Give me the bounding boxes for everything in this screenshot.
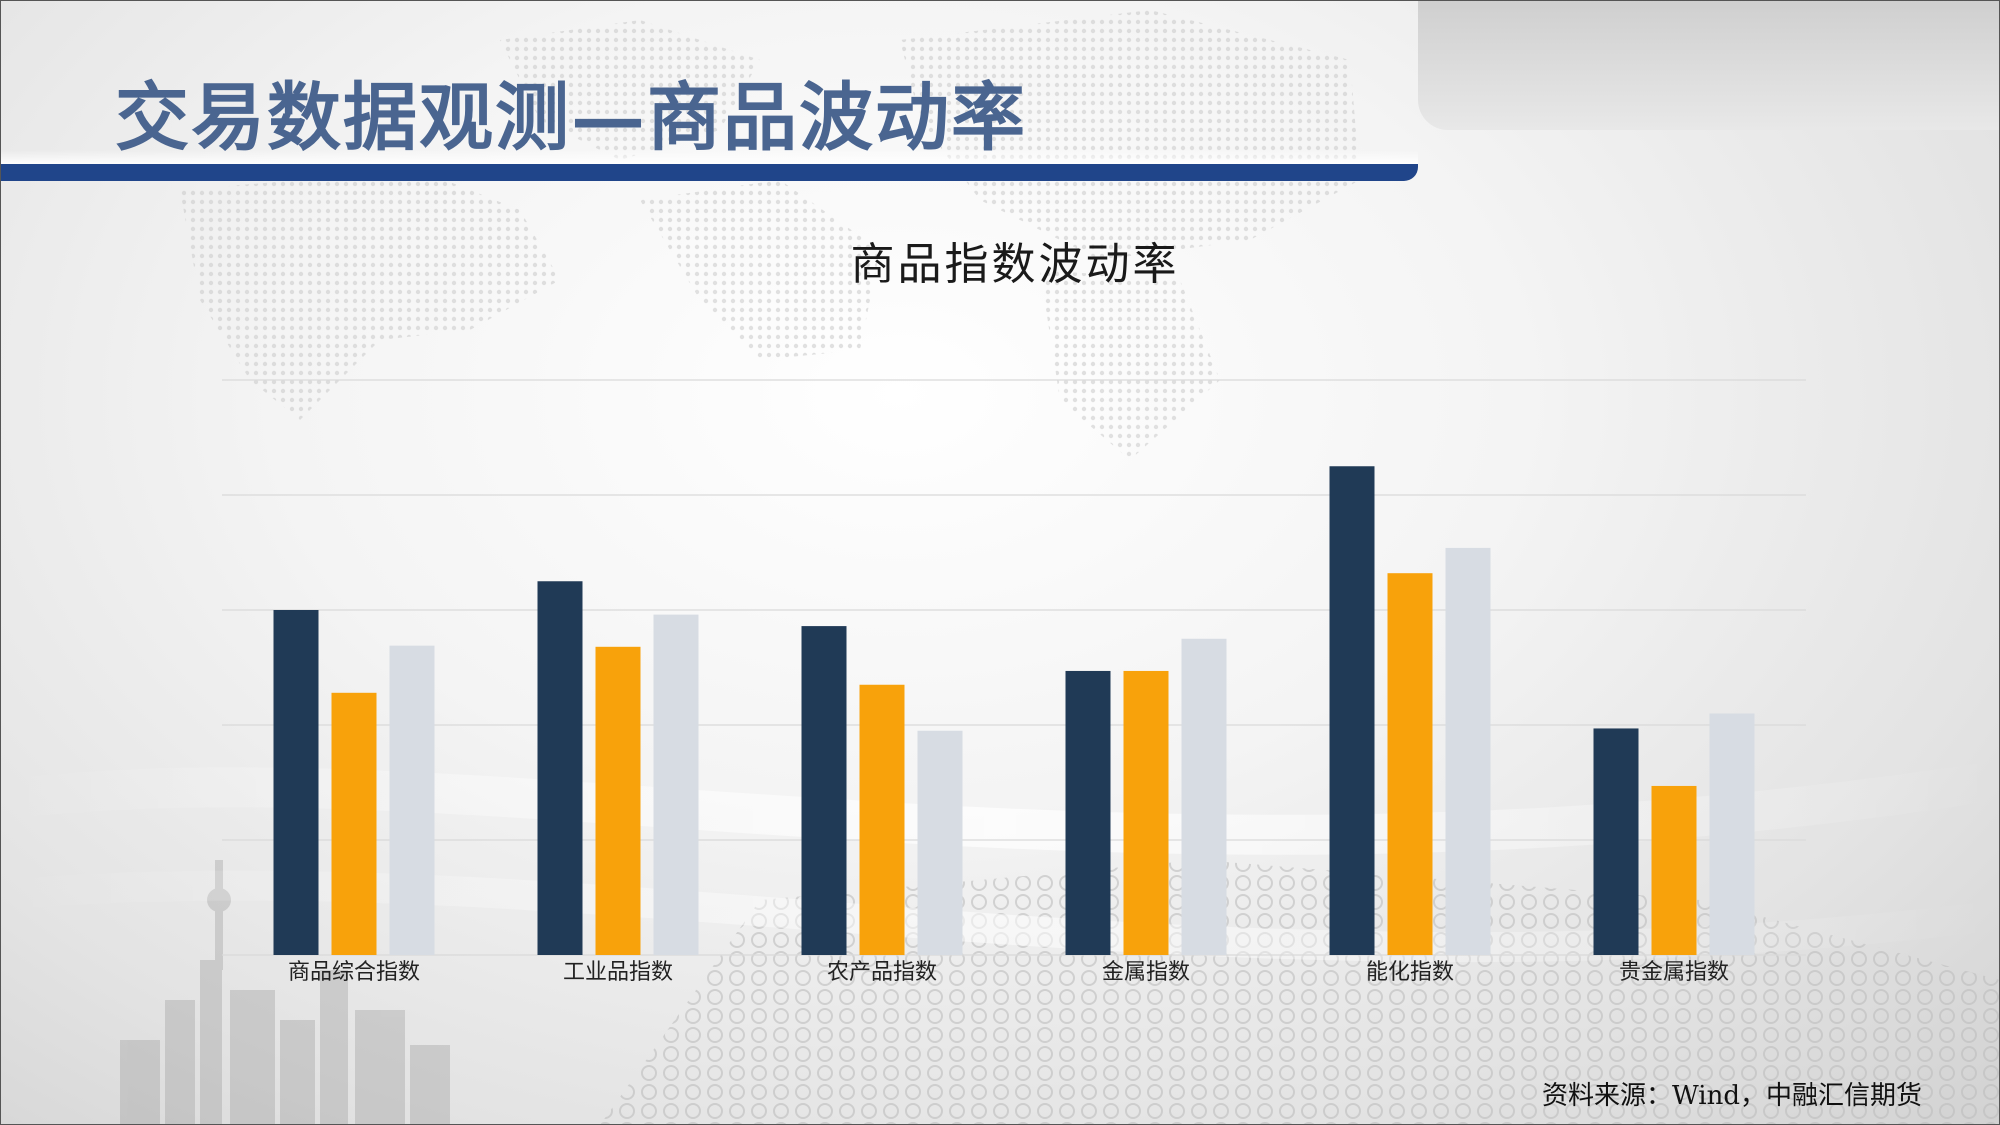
- bar-series-2: [595, 646, 641, 955]
- world-map-dots: [180, 10, 1360, 460]
- city-skyline: [120, 860, 450, 1125]
- bar-series-3: [389, 645, 435, 955]
- bar-series-3: [1709, 713, 1755, 955]
- x-axis-label: 贵金属指数: [1619, 960, 1729, 985]
- bar-series-1: [537, 581, 583, 955]
- bar-series-2: [1123, 670, 1169, 955]
- source-note: 资料来源：Wind，中融汇信期货: [1542, 1081, 1922, 1111]
- bar-series-2: [859, 684, 905, 955]
- title-underline-bar: [0, 164, 1418, 181]
- bar-series-2: [331, 692, 377, 955]
- x-axis-label: 工业品指数: [563, 960, 673, 985]
- x-axis-label: 商品综合指数: [288, 960, 420, 985]
- bar-series-1: [1065, 670, 1111, 955]
- bar-series-2: [1387, 573, 1433, 955]
- x-axis-label: 农产品指数: [827, 960, 937, 985]
- header-right-panel: [1418, 0, 2000, 130]
- bar-series-3: [653, 614, 699, 955]
- bar-series-3: [1181, 638, 1227, 955]
- bars: [273, 466, 1755, 955]
- title-bar-highlight: [0, 150, 1418, 164]
- bar-series-1: [1593, 728, 1639, 955]
- x-axis-label: 金属指数: [1102, 960, 1190, 985]
- chart-title-wrapper: 商品指数波动率: [0, 228, 2000, 292]
- bar-series-3: [917, 730, 963, 955]
- slide-title: 交易数据观测—商品波动率: [115, 75, 1027, 161]
- bar-series-1: [1329, 466, 1375, 955]
- chart-title: 商品指数波动率: [850, 239, 1180, 290]
- gridlines: [222, 379, 1806, 956]
- x-axis-label: 能化指数: [1366, 960, 1454, 985]
- bar-series-1: [801, 626, 847, 955]
- bar-series-2: [1651, 785, 1697, 955]
- x-axis-labels: 商品综合指数 工业品指数 农产品指数 金属指数 能化指数 贵金属指数: [288, 960, 1729, 985]
- bar-series-3: [1445, 547, 1491, 955]
- bar-series-1: [273, 610, 319, 955]
